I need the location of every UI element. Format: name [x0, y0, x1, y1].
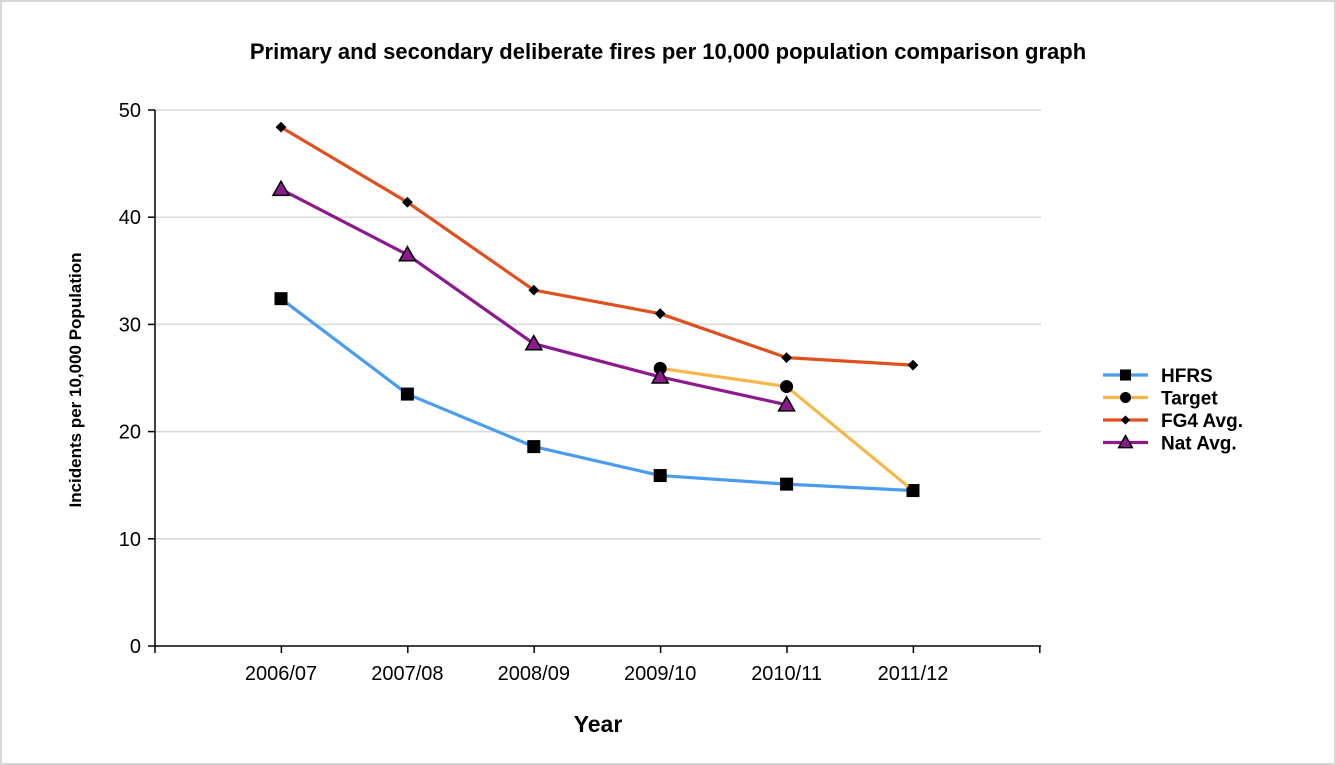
data-point [780, 380, 794, 394]
series-nat-avg [271, 179, 796, 412]
data-point [907, 359, 919, 371]
data-point [906, 484, 920, 498]
y-tick-label: 40 [119, 207, 141, 229]
y-tick-label: 20 [119, 422, 141, 444]
series-fg4-avg [275, 121, 919, 371]
data-point [527, 440, 541, 454]
legend-label: Nat Avg. [1161, 434, 1237, 455]
y-tick-label: 10 [119, 529, 141, 551]
legend-label: HFRS [1161, 366, 1213, 387]
y-axis-label: Incidents per 10,000 Population [66, 252, 85, 507]
data-point [274, 292, 288, 306]
data-point [528, 284, 540, 296]
series-line [279, 297, 915, 493]
gridlines [155, 109, 1041, 540]
x-tick-label: 2010/11 [751, 663, 822, 685]
x-axis-ticks: 2006/07 2007/08 2008/09 2009/10 2010/11 2011/… [154, 646, 1041, 685]
legend-marker [1120, 415, 1131, 425]
data-point [400, 387, 414, 401]
legend-marker [1119, 369, 1132, 381]
data-point [275, 121, 287, 133]
series-line [279, 125, 915, 367]
data-point [402, 196, 413, 208]
x-axis-label: Year [574, 711, 623, 737]
legend-label: Target [1161, 389, 1218, 410]
x-tick-label: 2006/07 [245, 663, 317, 685]
legend-marker [1117, 434, 1134, 449]
series-layer [271, 121, 920, 498]
series-hfrs [274, 292, 920, 498]
data-point [524, 334, 544, 351]
legend-label: FG4 Avg. [1161, 411, 1243, 432]
data-point [780, 477, 794, 491]
legend-item: FG4 Avg. [1103, 411, 1243, 432]
data-point [653, 469, 667, 483]
x-tick-label: 2011/12 [878, 663, 949, 685]
series-line [279, 187, 789, 407]
data-point [398, 245, 417, 262]
y-tick-label: 50 [119, 100, 141, 122]
data-point [654, 308, 666, 320]
chart-title: Primary and secondary deliberate fires p… [250, 39, 1086, 64]
data-point [777, 395, 796, 412]
legend-marker [1119, 391, 1132, 404]
data-point [781, 352, 792, 364]
y-axis-ticks: 0 10 20 30 40 50 [119, 100, 155, 658]
axes [154, 110, 1041, 647]
data-point [650, 367, 670, 384]
legend-item: Target [1103, 389, 1218, 410]
y-tick-label: 30 [119, 314, 141, 336]
x-tick-label: 2008/09 [498, 663, 570, 685]
x-tick-label: 2009/10 [624, 663, 696, 685]
legend-item: HFRS [1103, 366, 1213, 387]
series-target [653, 361, 920, 498]
legend-item: Nat Avg. [1103, 434, 1237, 455]
data-point [271, 179, 291, 197]
y-tick-label: 0 [130, 636, 141, 658]
x-tick-label: 2007/08 [371, 663, 443, 685]
